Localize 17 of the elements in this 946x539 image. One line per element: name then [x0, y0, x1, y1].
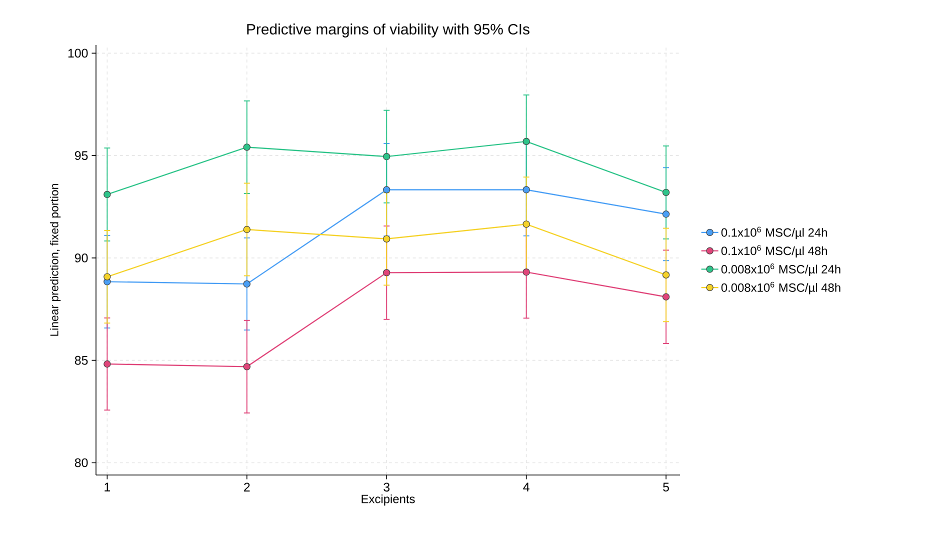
- legend-label: 0.1x10$^{6}$ MSC/µl 48h: [721, 245, 827, 258]
- x-axis-title: Excipients: [362, 494, 415, 506]
- x-tick-label: 4: [523, 482, 530, 492]
- chart-title: Predictive margins of viability with 95% CIs: [247, 24, 530, 38]
- y-tick-label: 80: [74, 458, 88, 468]
- legend-label: 0.1x10$^{6}$ MSC/µl 24h: [721, 226, 827, 240]
- y-tick-label: 100: [68, 48, 88, 58]
- y-tick-label: 85: [74, 356, 88, 365]
- y-axis-title: Linear prediction, fixed portion: [50, 184, 61, 336]
- x-tick-label: 3: [384, 482, 390, 492]
- legend-label: 0.008x10$^{6}$ MSC/µl 24h: [721, 263, 840, 276]
- y-tick-label: 90: [74, 254, 88, 262]
- x-tick-label: 5: [663, 482, 669, 492]
- x-tick-label: 2: [244, 482, 250, 492]
- x-tick-label: 1: [104, 482, 110, 492]
- y-tick-label: 95: [74, 151, 88, 160]
- legend-label: 0.008x10$^{6}$ MSC/µl 48h: [721, 282, 840, 294]
